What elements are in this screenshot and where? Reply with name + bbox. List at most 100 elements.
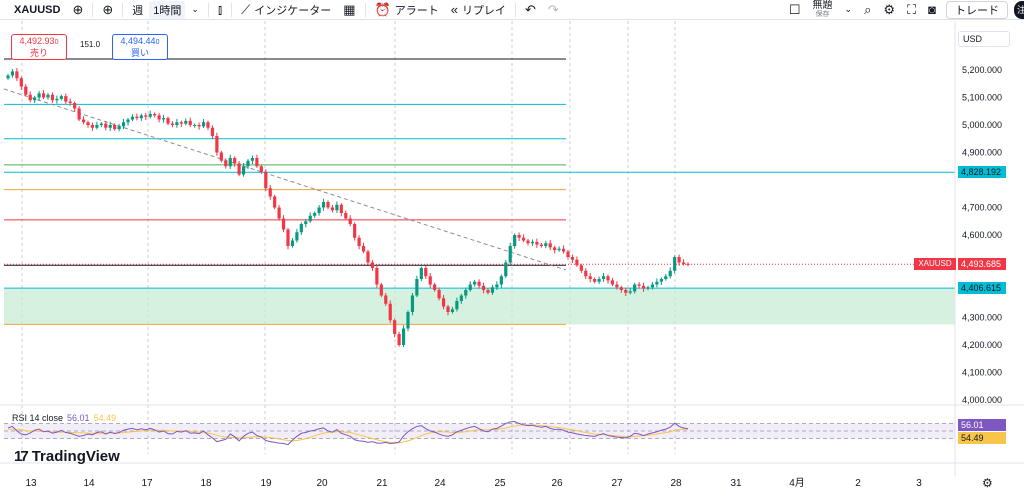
candle-body — [81, 119, 86, 123]
candle-body — [113, 125, 117, 130]
candle — [299, 222, 303, 235]
undo-icon[interactable]: ↶ — [524, 2, 536, 17]
candle — [215, 132, 219, 156]
timeframe-1h-button[interactable]: 1時間 — [149, 0, 186, 19]
grid-lines — [21, 21, 676, 454]
candle — [406, 310, 410, 332]
tradingview-logo[interactable]: 17 TradingView — [14, 448, 120, 465]
candle — [388, 300, 392, 323]
save-layout-button[interactable]: 無題 保存 — [807, 0, 839, 20]
candle — [264, 169, 268, 191]
trade-button[interactable]: トレード — [946, 0, 1008, 19]
candle-body — [77, 108, 81, 120]
date-tick-label: 26 — [551, 478, 563, 489]
candle — [459, 293, 463, 304]
candle-body — [90, 125, 95, 128]
candle — [117, 123, 121, 132]
candle-body — [339, 204, 343, 213]
alert-label: アラート — [394, 4, 439, 17]
rsi-value-badge: 56.01 — [958, 419, 1006, 431]
add-symbol-icon[interactable]: ⊕ — [102, 2, 114, 17]
candle-body — [566, 251, 570, 257]
quick-search-icon[interactable]: ⌕ — [864, 2, 872, 17]
candle-body — [664, 276, 668, 279]
candle-type-icon[interactable]: ⫾ — [217, 2, 223, 17]
date-tick-label: 4月 — [789, 477, 805, 489]
order-edge-button[interactable]: 注 — [1014, 1, 1024, 19]
candle — [379, 282, 383, 298]
candle-body — [281, 218, 286, 230]
candle-body — [601, 276, 606, 279]
candle — [224, 158, 228, 169]
candle-body — [210, 127, 215, 136]
price-axis[interactable]: 5,200.000 5,100.000 5,000.000 4,900.000 4,70… — [962, 65, 1002, 405]
candle-body — [135, 116, 139, 119]
candle — [95, 121, 99, 130]
price-tick-label: 4,000.000 — [962, 395, 1002, 405]
candle-body — [553, 247, 557, 251]
candle — [606, 274, 610, 284]
alert-button[interactable]: ⏰ アラート — [369, 0, 445, 20]
candle-body — [64, 96, 68, 102]
candle-body — [459, 295, 463, 301]
chevron-down-icon[interactable]: ⌄ — [844, 4, 853, 14]
candle — [375, 264, 379, 288]
date-tick-label: 27 — [611, 478, 623, 489]
candle — [321, 198, 326, 211]
date-tick-label: 20 — [316, 478, 328, 489]
candle — [237, 161, 241, 177]
symbol-search[interactable]: XAUUSD — [14, 3, 61, 16]
chart-canvas[interactable]: 5,200.000 5,100.000 5,000.000 4,900.000 4,70… — [0, 21, 1024, 497]
candle — [308, 212, 312, 223]
compare-icon[interactable]: ⊕ — [72, 2, 84, 17]
date-axis[interactable]: 13 14 17 18 19 20 21 24 25 26 27 28 31 4月 2 3 — [25, 477, 922, 489]
candle — [335, 201, 339, 213]
replay-button[interactable]: « リプレイ — [445, 0, 512, 20]
price-tick-label: 5,100.000 — [962, 93, 1002, 103]
timeframe-week-button[interactable]: 週 — [132, 4, 144, 17]
candle — [419, 266, 423, 282]
camera-icon[interactable]: ◙ — [928, 2, 936, 17]
candle — [553, 245, 557, 254]
templates-icon[interactable]: ▦ — [343, 2, 356, 17]
indicators-button[interactable]: ⟋ インジケーター — [235, 0, 337, 20]
candle — [59, 94, 63, 101]
candle-body — [317, 207, 321, 213]
currency-select[interactable]: USD — [958, 31, 1010, 47]
candle — [650, 282, 655, 290]
chevron-down-icon[interactable]: ⌄ — [191, 4, 199, 14]
rsi-legend[interactable]: RSI 14 close 56.01 54.49 — [12, 413, 116, 423]
candle — [601, 272, 606, 282]
redo-icon[interactable]: ↷ — [547, 2, 559, 17]
candle-body — [561, 248, 566, 252]
candle-body — [557, 248, 561, 251]
candle-body — [295, 232, 299, 241]
candle — [393, 318, 397, 338]
gear-icon[interactable]: ⚙ — [982, 476, 993, 490]
sell-button[interactable]: 4,492.930 売り — [11, 34, 67, 60]
candle-body — [535, 241, 539, 245]
fullscreen-icon[interactable]: ⛶ — [907, 2, 917, 17]
candle-body — [406, 312, 410, 329]
candle-body — [19, 78, 23, 87]
candle-body — [68, 101, 72, 103]
candle-body — [526, 240, 530, 244]
date-tick-label: 13 — [25, 478, 37, 489]
candle-body — [641, 285, 646, 289]
settings-icon[interactable]: ⚙ — [883, 2, 896, 17]
candle-body — [624, 290, 628, 293]
candle — [201, 118, 206, 129]
candle — [597, 276, 601, 284]
candle-body — [490, 287, 495, 293]
buy-button[interactable]: 4,494.440 買い — [112, 34, 168, 60]
trendline[interactable] — [3, 88, 567, 271]
candle — [468, 281, 472, 292]
candle-body — [646, 287, 650, 289]
rsi-pane[interactable] — [0, 404, 1024, 464]
candle — [455, 297, 459, 312]
candle-body — [219, 152, 223, 161]
layout-icon[interactable]: ☐ — [788, 2, 801, 17]
date-tick-label: 18 — [200, 478, 212, 489]
candle-body — [517, 235, 521, 238]
save-label: 保存 — [815, 10, 830, 18]
